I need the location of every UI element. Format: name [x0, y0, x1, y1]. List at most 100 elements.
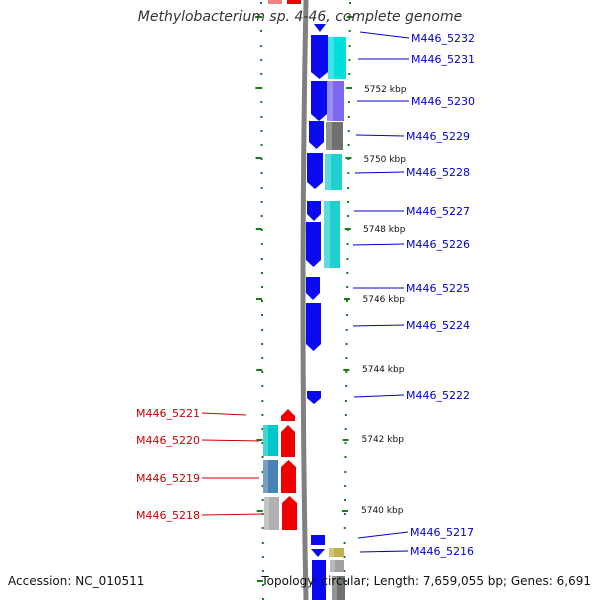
gene-block-shade	[264, 497, 269, 530]
gene-block-shade	[327, 81, 333, 121]
inner-track-dot	[261, 556, 264, 558]
gene-label-plus: M446_5230	[411, 95, 475, 108]
outer-track-dot	[344, 428, 347, 430]
inner-track-tick	[255, 228, 262, 230]
outer-track-dot	[345, 300, 348, 302]
gene-arrow-minus	[268, 0, 282, 4]
gene-block	[324, 201, 340, 268]
gene-label-leader	[352, 243, 405, 246]
gene-block-shade	[329, 548, 334, 557]
gene-arrow-plus	[312, 560, 326, 600]
inner-track-tick	[255, 87, 262, 89]
inner-track-dot	[261, 456, 264, 458]
gene-label-plus: M446_5226	[406, 238, 470, 251]
inner-track-dot	[260, 243, 263, 245]
outer-track-tick	[344, 228, 351, 230]
outer-track-dot	[347, 130, 350, 132]
gene-label-plus: M446_5222	[406, 389, 470, 402]
inner-track-dot	[261, 584, 264, 586]
gene-arrow-plus	[306, 222, 321, 267]
gene-label-minus: M446_5219	[136, 472, 200, 485]
inner-track-dot	[260, 286, 263, 288]
gene-label-leader	[201, 412, 247, 416]
gene-label-leader	[359, 31, 410, 39]
gene-label-minus: M446_5220	[136, 434, 200, 447]
inner-track-dot	[260, 59, 263, 61]
gene-block	[326, 122, 343, 150]
gene-block-shade	[324, 201, 330, 268]
outer-track-dot	[347, 116, 350, 118]
inner-track-tick	[256, 439, 263, 441]
kbp-tick-label: 5742 kbp	[362, 435, 405, 445]
outer-track-tick	[346, 16, 353, 18]
outer-track-dot	[345, 357, 348, 359]
inner-track-dot	[260, 229, 263, 231]
kbp-tick-label: 5740 kbp	[361, 506, 404, 516]
outer-track-dot	[345, 371, 348, 373]
outer-track-dot	[344, 471, 347, 473]
outer-track-dot	[348, 59, 351, 61]
outer-track-tick	[344, 298, 351, 300]
gene-block	[263, 425, 278, 456]
gene-block-shade	[326, 122, 332, 150]
gene-arrow-minus	[281, 425, 295, 457]
gene-arrow-plus	[311, 549, 325, 557]
gene-block-shade	[263, 460, 268, 493]
gene-arrow-plus	[306, 303, 321, 351]
gene-label-leader	[353, 394, 405, 398]
inner-track-dot	[260, 45, 263, 47]
gene-label-leader	[359, 550, 409, 553]
outer-track-tick	[345, 157, 352, 159]
outer-track-dot	[347, 101, 350, 103]
inner-track-dot	[260, 30, 263, 32]
outer-track-dot	[346, 201, 349, 203]
inner-track-dot	[261, 570, 264, 572]
gene-label-minus: M446_5221	[136, 407, 200, 420]
gene-arrow-minus	[281, 460, 296, 493]
gene-arrow-plus	[311, 535, 325, 545]
inner-track-dot	[261, 442, 264, 444]
outer-track-dot	[347, 187, 350, 189]
outer-track-dot	[344, 442, 347, 444]
gene-arrow-plus	[307, 153, 323, 189]
outer-track-dot	[348, 45, 351, 47]
inner-track-dot	[261, 542, 264, 544]
inner-track-dot	[260, 116, 263, 118]
outer-track-dot	[344, 456, 347, 458]
gene-block	[263, 460, 278, 493]
gene-label-plus: M446_5229	[406, 130, 470, 143]
inner-track-dot	[261, 357, 264, 359]
inner-track-dot	[260, 144, 263, 146]
inner-track-dot	[260, 158, 263, 160]
gene-arrow-plus	[311, 35, 328, 79]
gene-label-plus: M446_5232	[411, 32, 475, 45]
inner-track-dot	[261, 385, 264, 387]
outer-track-dot	[346, 215, 349, 217]
inner-track-dot	[261, 371, 264, 373]
inner-track-dot	[261, 400, 264, 402]
gene-block-shade	[328, 37, 334, 79]
gene-arrow-minus	[282, 496, 297, 530]
inner-track-dot	[260, 101, 263, 103]
gene-block	[332, 576, 345, 600]
gene-arrow-plus	[306, 277, 320, 300]
inner-track-dot	[260, 16, 263, 18]
inner-track-dot	[261, 598, 264, 600]
inner-track-dot	[260, 272, 263, 274]
gene-arrow-plus	[314, 24, 326, 32]
inner-track-dot	[260, 73, 263, 75]
gene-label-leader	[357, 531, 409, 539]
inner-track-dot	[261, 414, 264, 416]
gene-label-plus: M446_5225	[406, 282, 470, 295]
gene-block-shade	[325, 154, 331, 190]
gene-arrow-plus	[307, 201, 321, 221]
inner-track-tick	[255, 298, 262, 300]
outer-track-dot	[344, 485, 347, 487]
inner-track-tick	[256, 580, 263, 582]
gene-label-leader	[354, 171, 405, 174]
inner-track-dot	[261, 343, 264, 345]
outer-track-dot	[346, 243, 349, 245]
accession-text: Accession: NC_010511	[8, 574, 145, 588]
genome-title: Methylobacterium sp. 4-46, complete geno…	[137, 9, 463, 25]
